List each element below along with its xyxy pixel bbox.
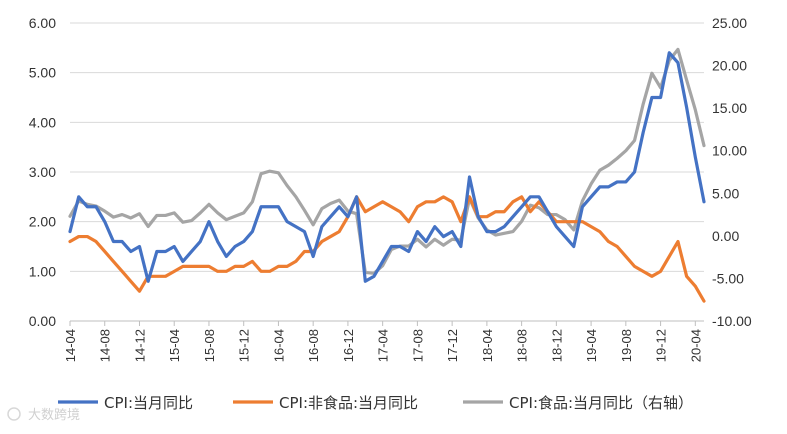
x-tick-label: 18-12: [549, 329, 564, 362]
right-tick-label: 5.00: [712, 185, 739, 201]
right-tick-label: 10.00: [712, 143, 747, 159]
series-lines: [68, 47, 706, 303]
x-tick-label: 14-08: [98, 329, 113, 362]
x-tick-label: 15-08: [202, 329, 217, 362]
legend-label: CPI:非食品:当月同比: [279, 394, 418, 412]
x-tick-label: 16-04: [271, 329, 286, 362]
x-axis: 14-04 14-08 14-12 15-04 15-08 15-12 16-04 16-08…: [63, 320, 704, 362]
x-tick-label: 19-08: [619, 329, 634, 362]
x-tick-label: 19-04: [584, 329, 599, 362]
legend-label: CPI:食品:当月同比（右轴）: [509, 394, 693, 412]
left-tick-label: 4.00: [29, 114, 56, 130]
x-tick-label: 14-12: [132, 329, 147, 362]
x-tick-label: 14-04: [63, 329, 78, 362]
watermark-logo-icon: [7, 407, 21, 421]
right-tick-label: 15.00: [712, 100, 747, 116]
left-tick-label: 5.00: [29, 65, 56, 81]
x-tick-label: 17-08: [410, 329, 425, 362]
right-y-axis: -10.00 -5.00 0.00 5.00 10.00 15.00 20.00 25.00: [712, 15, 752, 329]
left-tick-label: 1.00: [29, 263, 56, 279]
right-tick-label: 0.00: [712, 228, 739, 244]
watermark: 大数跨境: [7, 407, 80, 423]
left-tick-label: 6.00: [29, 15, 56, 31]
x-tick-label: 18-04: [480, 329, 495, 362]
right-tick-label: 25.00: [712, 15, 747, 31]
legend: CPI:当月同比 CPI:非食品:当月同比 CPI:食品:当月同比（右轴）: [58, 394, 693, 412]
series-line-1: [68, 51, 706, 283]
x-tick-label: 18-08: [515, 329, 530, 362]
series-line-2: [68, 195, 706, 303]
x-tick-label: 16-08: [306, 329, 321, 362]
x-tick-label: 15-12: [237, 329, 252, 362]
x-tick-label: 15-04: [167, 329, 182, 362]
left-tick-label: 2.00: [29, 214, 56, 230]
x-tick-label: 16-12: [341, 329, 356, 362]
right-tick-label: -10.00: [712, 313, 752, 329]
x-tick-label: 19-12: [654, 329, 669, 362]
x-tick-label: 17-04: [376, 329, 391, 362]
x-tick-label: 17-12: [445, 329, 460, 362]
x-tick-label: 20-04: [688, 329, 703, 362]
series-line-3: [68, 47, 706, 275]
left-y-axis: 0.00 1.00 2.00 3.00 4.00 5.00 6.00: [29, 15, 56, 329]
watermark-text: 大数跨境: [28, 408, 80, 423]
left-tick-label: 0.00: [29, 313, 56, 329]
legend-label: CPI:当月同比: [104, 394, 193, 412]
left-tick-label: 3.00: [29, 164, 56, 180]
right-tick-label: -5.00: [712, 270, 744, 286]
right-tick-label: 20.00: [712, 58, 747, 74]
